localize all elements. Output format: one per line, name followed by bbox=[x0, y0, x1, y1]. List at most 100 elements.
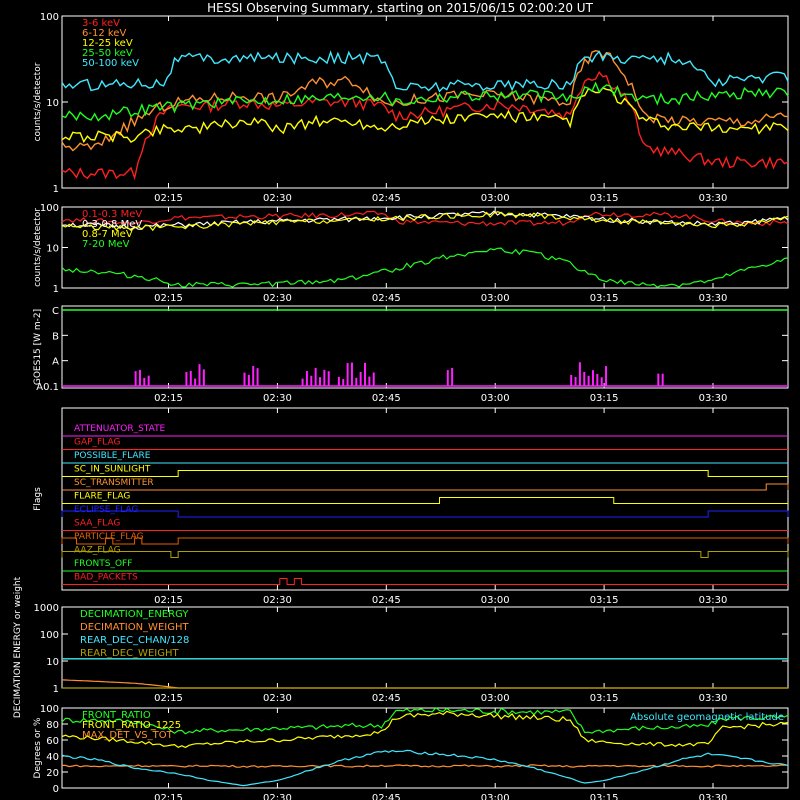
legend-entry: 0.8-7 MeV bbox=[82, 229, 133, 240]
annotation-label: Absolute geomagnetic latitude bbox=[630, 712, 784, 723]
goes-burst-bar bbox=[657, 373, 660, 386]
goes-burst-bar bbox=[570, 374, 573, 386]
goes-burst-bar bbox=[189, 370, 192, 386]
y-tick-label: 40 bbox=[46, 752, 59, 763]
goes-burst-bar bbox=[346, 363, 349, 386]
legend-entry: 0.3-0.8 MeV bbox=[82, 219, 142, 230]
panel-ratios: 02:15 02:30 02:45 03:00 03:15 03:30 Degrees or… bbox=[33, 704, 789, 800]
legend-entry: 7-20 MeV bbox=[82, 239, 130, 250]
goes-burst-bar bbox=[301, 378, 304, 386]
goes-burst-bar bbox=[337, 376, 340, 386]
series-line bbox=[61, 50, 789, 93]
flag-label: GAP_FLAG bbox=[74, 438, 120, 448]
x-tick-label: 03:30 bbox=[699, 693, 728, 704]
y-tick-label: A bbox=[52, 357, 59, 368]
x-tick-label: 02:45 bbox=[372, 393, 401, 404]
legend-entry: 50-100 keV bbox=[82, 58, 139, 69]
series-line bbox=[61, 749, 789, 787]
y-axis-label: Degrees or % bbox=[33, 717, 43, 778]
goes-burst-bar bbox=[359, 372, 362, 386]
y-tick-label: 1 bbox=[53, 184, 59, 195]
flag-label: AAZ_FLAG bbox=[74, 546, 121, 556]
goes-burst-bar bbox=[202, 369, 205, 386]
flag-line bbox=[61, 551, 789, 558]
x-tick-label: 03:30 bbox=[699, 793, 728, 800]
x-tick-label: 02:15 bbox=[154, 393, 183, 404]
y-tick-label: 10 bbox=[46, 657, 59, 668]
x-tick-label: 02:15 bbox=[154, 595, 183, 606]
x-tick-label: 03:30 bbox=[699, 293, 728, 304]
y-tick-label: 20 bbox=[46, 768, 59, 779]
flag-label: SC_IN_SUNLIGHT bbox=[74, 465, 151, 475]
flag-line bbox=[61, 510, 789, 518]
flag-label: FLARE_FLAG bbox=[74, 492, 130, 502]
goes-burst-bar bbox=[350, 362, 353, 386]
goes-burst-bar bbox=[185, 372, 188, 386]
figure-title: HESSI Observing Summary, starting on 201… bbox=[207, 1, 593, 15]
goes-burst-bar bbox=[147, 375, 150, 386]
flag-label: ATTENUATOR_STATE bbox=[74, 424, 166, 434]
flag-label: FRONTS_OFF bbox=[74, 559, 132, 569]
x-tick-label: 02:30 bbox=[263, 293, 292, 304]
panel-flags: 02:15 02:30 02:45 03:00 03:15 03:30 Flags ATTEN… bbox=[33, 407, 789, 606]
x-tick-label: 03:00 bbox=[481, 793, 510, 800]
legend-entry: 25-50 keV bbox=[82, 48, 133, 59]
legend-entry: DECIMATION_ENERGY bbox=[80, 609, 189, 620]
legend-entry: MAX_DET_VS_TOT bbox=[82, 730, 174, 741]
flag-line bbox=[62, 470, 788, 477]
legend-entry: FRONT_RATIO bbox=[82, 710, 151, 721]
panel-frame bbox=[61, 707, 789, 789]
x-tick-label: 02:30 bbox=[263, 193, 292, 204]
goes-burst-bar bbox=[310, 375, 313, 386]
x-tick-label: 03:15 bbox=[590, 293, 619, 304]
goes-burst-bar bbox=[243, 372, 246, 386]
goes-burst-bar bbox=[143, 377, 146, 386]
goes-burst-bar bbox=[596, 374, 599, 386]
panel-frame bbox=[61, 407, 789, 591]
goes-burst-bar bbox=[355, 377, 358, 386]
y-tick-label: 80 bbox=[46, 720, 59, 731]
flag-label: POSSIBLE_FLARE bbox=[74, 451, 151, 461]
panel-decimation: 02:15 02:30 02:45 03:00 03:15 03:30 DECIMATION… bbox=[13, 576, 789, 718]
y-tick-label: B bbox=[52, 331, 59, 342]
y-axis-label: DECIMATION ENERGY or weight bbox=[13, 576, 23, 718]
legend-entry: DECIMATION_WEIGHT bbox=[80, 622, 189, 633]
x-tick-label: 03:15 bbox=[590, 693, 619, 704]
flag-line bbox=[62, 483, 789, 491]
series-line bbox=[61, 706, 789, 735]
legend-entry: 12-25 keV bbox=[82, 38, 133, 49]
y-tick-label: 1000 bbox=[34, 603, 59, 614]
legend-entry: 3-6 keV bbox=[82, 18, 120, 29]
goes-burst-bar bbox=[323, 369, 326, 386]
x-tick-label: 03:15 bbox=[590, 393, 619, 404]
flag-label: BAD_PACKETS bbox=[74, 573, 138, 583]
goes-burst-bar bbox=[256, 368, 259, 386]
series-line bbox=[61, 679, 788, 689]
panel-high_energy: 02:15 02:30 02:45 03:00 03:15 03:30 counts/s/d… bbox=[33, 203, 789, 304]
y-axis-label: Flags bbox=[33, 487, 43, 511]
goes-burst-bar bbox=[134, 371, 137, 386]
y-tick-label: A0.1 bbox=[36, 382, 59, 393]
goes-burst-bar bbox=[368, 376, 371, 386]
y-tick-label: C bbox=[52, 306, 59, 317]
x-tick-label: 03:15 bbox=[590, 595, 619, 606]
y-tick-label: 100 bbox=[40, 12, 59, 23]
flag-label: ECLIPSE_FLAG bbox=[74, 505, 138, 515]
flag-label: PARTICLE_FLAG bbox=[74, 532, 144, 542]
panel-goes: 02:15 02:30 02:45 03:00 03:15 03:30 GOES15 [W … bbox=[33, 305, 789, 404]
goes-burst-bar bbox=[198, 364, 201, 386]
x-tick-label: 03:00 bbox=[481, 595, 510, 606]
plot-stack: 02:15 02:30 02:45 03:00 03:15 03:30 counts/s/d… bbox=[13, 12, 789, 800]
x-tick-label: 03:00 bbox=[481, 393, 510, 404]
x-tick-label: 02:45 bbox=[372, 293, 401, 304]
x-tick-label: 02:30 bbox=[263, 793, 292, 800]
x-tick-label: 02:30 bbox=[263, 393, 292, 404]
panel-frame bbox=[61, 305, 789, 389]
goes-burst-bar bbox=[574, 376, 577, 386]
goes-burst-bar bbox=[372, 372, 375, 386]
x-tick-label: 02:15 bbox=[154, 193, 183, 204]
series-line bbox=[61, 247, 789, 288]
x-tick-label: 02:30 bbox=[263, 693, 292, 704]
y-tick-label: 1 bbox=[53, 284, 59, 295]
y-tick-label: 10 bbox=[46, 244, 59, 255]
